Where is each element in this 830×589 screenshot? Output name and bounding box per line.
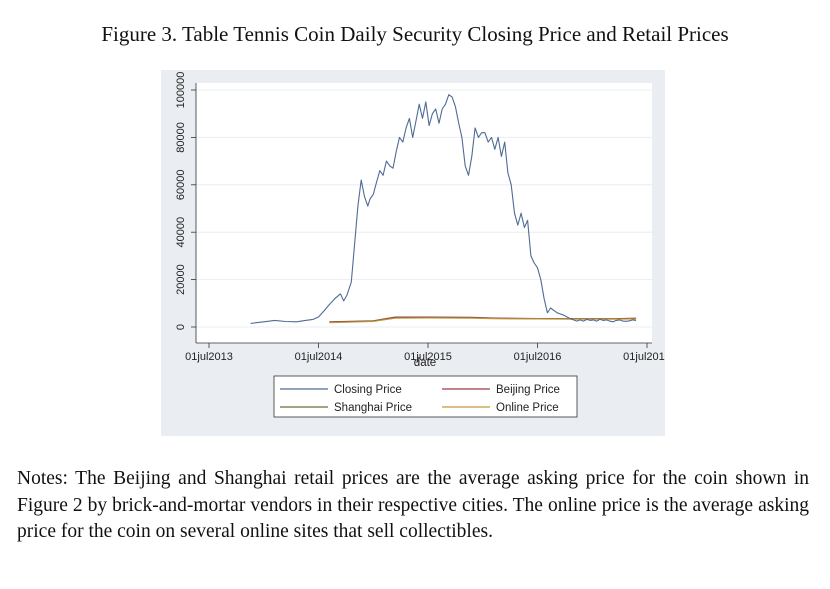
series-closing-price-line <box>250 94 637 324</box>
figure-notes: Notes: The Beijing and Shanghai retail p… <box>17 468 809 542</box>
x-tick-label: 01jul2014 <box>295 351 343 363</box>
legend-label: Online Price <box>496 402 559 414</box>
legend-box <box>273 375 578 418</box>
x-axis-title: date <box>414 357 436 369</box>
series-online-price-line <box>329 317 637 324</box>
x-tick-label: 01jul2013 <box>185 351 233 363</box>
x-tick-label: 01jul2015 <box>404 351 452 363</box>
legend: Closing Price Beijing Price Shanghai Price… <box>273 375 578 418</box>
y-tick-label: 0 <box>175 324 187 330</box>
legend-label: Closing Price <box>334 384 402 396</box>
y-tick-label: 20000 <box>175 264 187 295</box>
plot-area <box>196 83 652 343</box>
y-tick-label: 60000 <box>175 170 187 201</box>
y-tick-label: 40000 <box>175 217 187 248</box>
chart: 0 20000 40000 60000 80000 100000 01jul2013 01ju… <box>175 72 665 418</box>
legend-label: Beijing Price <box>496 384 560 396</box>
x-tick-label: 01jul2017 <box>623 351 665 363</box>
chart-panel: 0 20000 40000 60000 80000 100000 01jul2013 01ju… <box>161 70 665 436</box>
y-tick-label: 80000 <box>175 122 187 153</box>
y-tick-label: 100000 <box>175 72 187 109</box>
x-tick-label: 01jul2016 <box>514 351 562 363</box>
legend-label: Shanghai Price <box>334 402 412 414</box>
figure-title: Figure 3. Table Tennis Coin Daily Securi… <box>101 22 729 46</box>
